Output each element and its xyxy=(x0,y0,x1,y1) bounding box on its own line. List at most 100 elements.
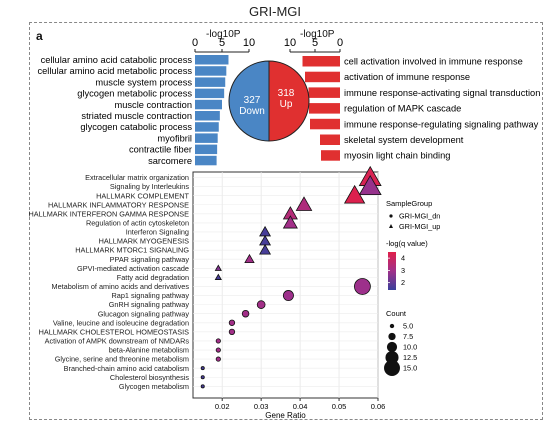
triangle-point xyxy=(343,184,366,204)
right-axis-tick-label: 5 xyxy=(312,37,318,49)
right-term-label: activation of immune response xyxy=(344,72,470,82)
category-label: beta-Alanine metabolism xyxy=(109,346,189,355)
right-bar xyxy=(310,118,340,130)
category-label: Interferon Signaling xyxy=(126,228,189,237)
circle-point xyxy=(241,309,250,318)
pie-up-label: Up xyxy=(280,99,293,110)
right-bar xyxy=(321,150,340,161)
legend-triangle-icon xyxy=(389,224,393,228)
left-axis-label: -log10P xyxy=(206,29,241,40)
left-bar xyxy=(195,77,226,87)
size-legend-label: 7.5 xyxy=(403,332,413,341)
category-label: Extracellular matrix organization xyxy=(85,173,189,182)
left-axis-tick-label: 0 xyxy=(192,37,198,49)
legend-group-up: GRI-MGI_up xyxy=(399,222,440,231)
left-bar xyxy=(195,122,219,132)
left-term-label: muscle contraction xyxy=(114,100,192,110)
size-legend-label: 15.0 xyxy=(403,364,417,373)
right-term-label: immune response-activating signal transd… xyxy=(344,88,540,98)
category-label: GPVI-mediated activation cascade xyxy=(77,264,189,273)
pie-down-label: Down xyxy=(239,106,265,117)
category-label: Regulation of actin cytoskeleton xyxy=(86,219,189,228)
size-legend-dot xyxy=(388,332,396,341)
left-axis-tick-label: 10 xyxy=(243,37,255,49)
pie-down-count: 327 xyxy=(244,95,261,106)
category-label: HALLMARK INFLAMMATORY RESPONSE xyxy=(48,200,189,209)
left-term-label: striated muscle contraction xyxy=(81,111,192,121)
category-label: Valine, leucine and isoleucine degradati… xyxy=(53,318,189,327)
left-bar xyxy=(195,66,227,76)
triangle-point xyxy=(259,244,272,255)
circle-point xyxy=(228,319,236,326)
category-label: Glycogen metabolism xyxy=(119,382,189,391)
pie-slice-up xyxy=(268,60,310,142)
category-label: Fatty acid degradation xyxy=(117,273,189,282)
top-bar-pie-chart: 0 5 10 10 5 0 cellular amino acid catabolic pr… xyxy=(37,37,540,166)
right-bar xyxy=(302,56,340,67)
triangle-point xyxy=(244,253,255,264)
figure-frame xyxy=(29,22,543,420)
circle-point xyxy=(282,290,294,302)
left-term-label: sarcomere xyxy=(148,156,192,166)
right-term-label: regulation of MAPK cascade xyxy=(344,104,461,114)
size-legend-dot xyxy=(389,323,395,329)
pie-slice-down xyxy=(228,60,270,142)
circle-point xyxy=(200,366,205,371)
left-term-label: contractile fiber xyxy=(129,145,192,155)
left-bar xyxy=(195,99,222,110)
figure-title: GRI-MGI xyxy=(249,4,301,19)
triangle-point xyxy=(214,273,222,280)
left-term-label: cellular amino acid catabolic process xyxy=(41,55,193,65)
left-bar xyxy=(195,88,225,99)
category-label: Glucagon signaling pathway xyxy=(98,309,190,318)
size-legend-label: 5.0 xyxy=(403,322,413,331)
right-term-label: myosin light chain binding xyxy=(344,151,450,161)
size-legend-label: 10.0 xyxy=(403,343,417,352)
color-bar-tick-label: 2 xyxy=(401,278,405,287)
category-label: Glycine, serine and threonine metabolism xyxy=(55,355,189,364)
panel-label: a xyxy=(36,29,43,43)
right-bar xyxy=(320,134,340,145)
shape-legend-title: SampleGroup xyxy=(386,199,432,208)
left-bar xyxy=(195,144,218,155)
category-label: PPAR signaling pathway xyxy=(110,255,190,264)
left-bar xyxy=(195,55,229,65)
legend-group-dn: GRI-MGI_dn xyxy=(399,212,440,221)
size-legend-dot xyxy=(386,341,398,353)
right-term-label: immune response-regulating signaling pat… xyxy=(344,119,539,129)
triangle-point xyxy=(295,196,313,211)
category-label: Activation of AMPK downstream of NMDARs xyxy=(45,337,190,346)
category-label: HALLMARK CHOLESTEROL HOMEOSTASIS xyxy=(39,327,190,336)
circle-point xyxy=(228,328,236,336)
right-axis-tick-label: 10 xyxy=(284,37,296,49)
category-label: HALLMARK INTERFERON GAMMA RESPONSE xyxy=(28,209,189,218)
left-axis-tick-label: 5 xyxy=(219,37,225,49)
category-label: HALLMARK MYOGENESIS xyxy=(99,237,190,246)
pie-up-count: 318 xyxy=(278,88,295,99)
left-term-label: glycogen metabolic process xyxy=(77,89,192,99)
x-tick-label: 0.04 xyxy=(293,402,308,411)
category-label: HALLMARK COMPLEMENT xyxy=(96,191,189,200)
size-legend-label: 12.5 xyxy=(403,353,417,362)
circle-point xyxy=(215,347,221,353)
category-label: Rap1 signaling pathway xyxy=(112,291,190,300)
left-term-label: glycogen catabolic process xyxy=(80,122,192,132)
plot-panel xyxy=(192,171,379,399)
left-bar xyxy=(195,155,217,166)
legend-circle-icon xyxy=(389,214,393,218)
circle-point xyxy=(200,384,205,389)
right-bar xyxy=(305,71,340,83)
category-label: Branched-chain amino acid catabolism xyxy=(64,364,189,373)
right-axis-label: -log10P xyxy=(300,29,335,40)
color-legend-title: -log(q value) xyxy=(386,239,428,248)
category-label: HALLMARK MTORC1 SIGNALING xyxy=(75,246,189,255)
triangle-point xyxy=(214,264,222,271)
category-label: Cholesterol biosynthesis xyxy=(110,373,189,382)
size-legend-dot xyxy=(384,360,400,376)
color-bar-tick-label: 3 xyxy=(401,266,405,275)
category-label: GnRH signaling pathway xyxy=(109,300,190,309)
size-legend-title: Count xyxy=(386,309,407,318)
left-term-label: myofibril xyxy=(157,133,192,143)
right-term-label: skeletal system development xyxy=(344,135,464,145)
